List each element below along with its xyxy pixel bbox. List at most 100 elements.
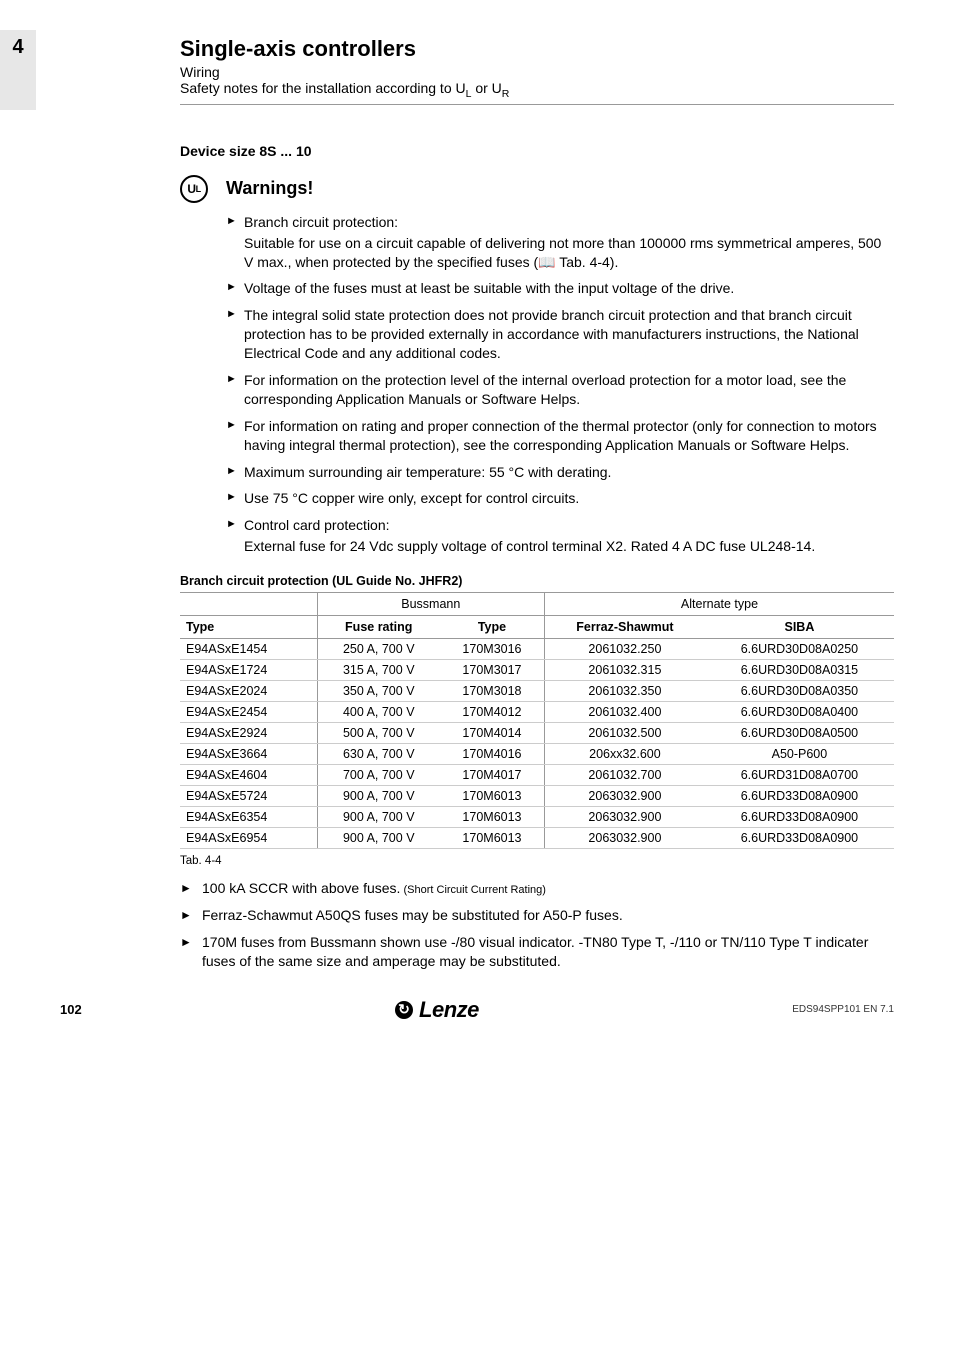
cell-type: E94ASxE6354 <box>180 807 317 828</box>
cell-siba: 6.6URD33D08A0900 <box>705 807 894 828</box>
cell-btype: 170M4014 <box>440 723 545 744</box>
table-row: E94ASxE2024350 A, 700 V170M30182061032.3… <box>180 681 894 702</box>
cell-type: E94ASxE1724 <box>180 660 317 681</box>
cell-btype: 170M4012 <box>440 702 545 723</box>
table-row: E94ASxE1454250 A, 700 V170M30162061032.2… <box>180 639 894 660</box>
cell-siba: A50-P600 <box>705 744 894 765</box>
cell-btype: 170M6013 <box>440 828 545 849</box>
cell-btype: 170M3016 <box>440 639 545 660</box>
header-sub2-prefix: Safety notes for the installation accord… <box>180 80 466 96</box>
ul-badge-icon: UL <box>180 175 208 203</box>
notes-list: 100 kA SCCR with above fuses. (Short Cir… <box>180 879 894 971</box>
cell-btype: 170M3018 <box>440 681 545 702</box>
warnings-title: Warnings! <box>226 178 313 199</box>
cell-btype: 170M6013 <box>440 807 545 828</box>
warning-bullet: Use 75 °C copper wire only, except for c… <box>226 489 894 508</box>
table-row: E94ASxE2454400 A, 700 V170M40122061032.4… <box>180 702 894 723</box>
cell-type: E94ASxE4604 <box>180 765 317 786</box>
table-group-left: Bussmann <box>317 593 544 616</box>
table-row: E94ASxE5724900 A, 700 V170M60132063032.9… <box>180 786 894 807</box>
table-row: E94ASxE4604700 A, 700 V170M40172061032.7… <box>180 765 894 786</box>
header-rule <box>180 104 894 105</box>
table-row: E94ASxE3664630 A, 700 V170M4016206xx32.6… <box>180 744 894 765</box>
note-1-main: 100 kA SCCR with above fuses. <box>202 880 400 896</box>
header-sub2-mid: or U <box>471 80 501 96</box>
note-item: 100 kA SCCR with above fuses. (Short Cir… <box>180 879 894 898</box>
cell-type: E94ASxE2024 <box>180 681 317 702</box>
cell-ferraz: 2061032.700 <box>545 765 705 786</box>
doc-id: EDS94SPP101 EN 7.1 <box>792 1004 894 1015</box>
table-col-siba: SIBA <box>705 616 894 639</box>
warning-bullet: Control card protection:External fuse fo… <box>226 516 894 556</box>
page-footer: 102 ↻ Lenze EDS94SPP101 EN 7.1 <box>0 997 954 1023</box>
cell-rating: 900 A, 700 V <box>317 807 440 828</box>
content: Device size 8S ... 10 UL Warnings! Branc… <box>0 143 954 971</box>
table-group-right: Alternate type <box>545 593 895 616</box>
warning-bullet: Maximum surrounding air temperature: 55 … <box>226 463 894 482</box>
cell-ferraz: 2061032.250 <box>545 639 705 660</box>
cell-rating: 630 A, 700 V <box>317 744 440 765</box>
cell-ferraz: 2061032.350 <box>545 681 705 702</box>
cell-btype: 170M4016 <box>440 744 545 765</box>
cell-siba: 6.6URD30D08A0400 <box>705 702 894 723</box>
cell-rating: 350 A, 700 V <box>317 681 440 702</box>
cell-siba: 6.6URD31D08A0700 <box>705 765 894 786</box>
table-col-type: Type <box>180 616 317 639</box>
table-row: E94ASxE2924500 A, 700 V170M40142061032.5… <box>180 723 894 744</box>
cell-siba: 6.6URD30D08A0500 <box>705 723 894 744</box>
warning-bullet: Branch circuit protection:Suitable for u… <box>226 213 894 272</box>
cell-type: E94ASxE6954 <box>180 828 317 849</box>
table-row: E94ASxE6354900 A, 700 V170M60132063032.9… <box>180 807 894 828</box>
cell-rating: 400 A, 700 V <box>317 702 440 723</box>
warning-bullet: Voltage of the fuses must at least be su… <box>226 279 894 298</box>
table-col-rating: Fuse rating <box>317 616 440 639</box>
warning-bullet-sub: Suitable for use on a circuit capable of… <box>244 234 894 272</box>
note-item: Ferraz-Schawmut A50QS fuses may be subst… <box>180 906 894 925</box>
table-col-empty <box>180 593 317 616</box>
brand-name: Lenze <box>419 997 479 1023</box>
header-sub2-sub2: R <box>502 88 510 100</box>
cell-rating: 250 A, 700 V <box>317 639 440 660</box>
table-row: E94ASxE1724315 A, 700 V170M30172061032.3… <box>180 660 894 681</box>
cell-ferraz: 2063032.900 <box>545 807 705 828</box>
note-1-small: (Short Circuit Current Rating) <box>400 884 546 896</box>
warning-bullet: For information on rating and proper con… <box>226 417 894 455</box>
table-col-btype: Type <box>440 616 545 639</box>
cell-rating: 700 A, 700 V <box>317 765 440 786</box>
page-number: 102 <box>60 1002 82 1017</box>
cell-rating: 500 A, 700 V <box>317 723 440 744</box>
cell-ferraz: 206xx32.600 <box>545 744 705 765</box>
cell-siba: 6.6URD33D08A0900 <box>705 828 894 849</box>
cell-type: E94ASxE1454 <box>180 639 317 660</box>
cell-ferraz: 2063032.900 <box>545 828 705 849</box>
page-header: Single-axis controllers Wiring Safety no… <box>0 0 954 105</box>
logo-dot-icon: ↻ <box>395 1001 413 1019</box>
brand-logo: ↻ Lenze <box>395 997 479 1023</box>
cell-type: E94ASxE5724 <box>180 786 317 807</box>
chapter-badge: 4 <box>0 30 36 110</box>
cell-rating: 900 A, 700 V <box>317 828 440 849</box>
cell-type: E94ASxE2924 <box>180 723 317 744</box>
header-sub1: Wiring <box>180 64 894 80</box>
table-title: Branch circuit protection (UL Guide No. … <box>180 574 894 588</box>
table-row: E94ASxE6954900 A, 700 V170M60132063032.9… <box>180 828 894 849</box>
warning-bullets: Branch circuit protection:Suitable for u… <box>226 213 894 556</box>
cell-type: E94ASxE2454 <box>180 702 317 723</box>
cell-ferraz: 2063032.900 <box>545 786 705 807</box>
cell-btype: 170M6013 <box>440 786 545 807</box>
warning-bullet: The integral solid state protection does… <box>226 306 894 363</box>
header-sub2: Safety notes for the installation accord… <box>180 80 894 100</box>
cell-siba: 6.6URD30D08A0350 <box>705 681 894 702</box>
cell-rating: 315 A, 700 V <box>317 660 440 681</box>
device-size-heading: Device size 8S ... 10 <box>180 143 894 159</box>
cell-siba: 6.6URD33D08A0900 <box>705 786 894 807</box>
page-title: Single-axis controllers <box>180 36 894 62</box>
warning-bullet-sub: External fuse for 24 Vdc supply voltage … <box>244 537 894 556</box>
note-item: 170M fuses from Bussmann shown use -/80 … <box>180 933 894 971</box>
cell-siba: 6.6URD30D08A0250 <box>705 639 894 660</box>
table-col-ferraz: Ferraz-Shawmut <box>545 616 705 639</box>
table-caption: Tab. 4-4 <box>180 855 894 867</box>
cell-ferraz: 2061032.400 <box>545 702 705 723</box>
cell-siba: 6.6URD30D08A0315 <box>705 660 894 681</box>
cell-type: E94ASxE3664 <box>180 744 317 765</box>
